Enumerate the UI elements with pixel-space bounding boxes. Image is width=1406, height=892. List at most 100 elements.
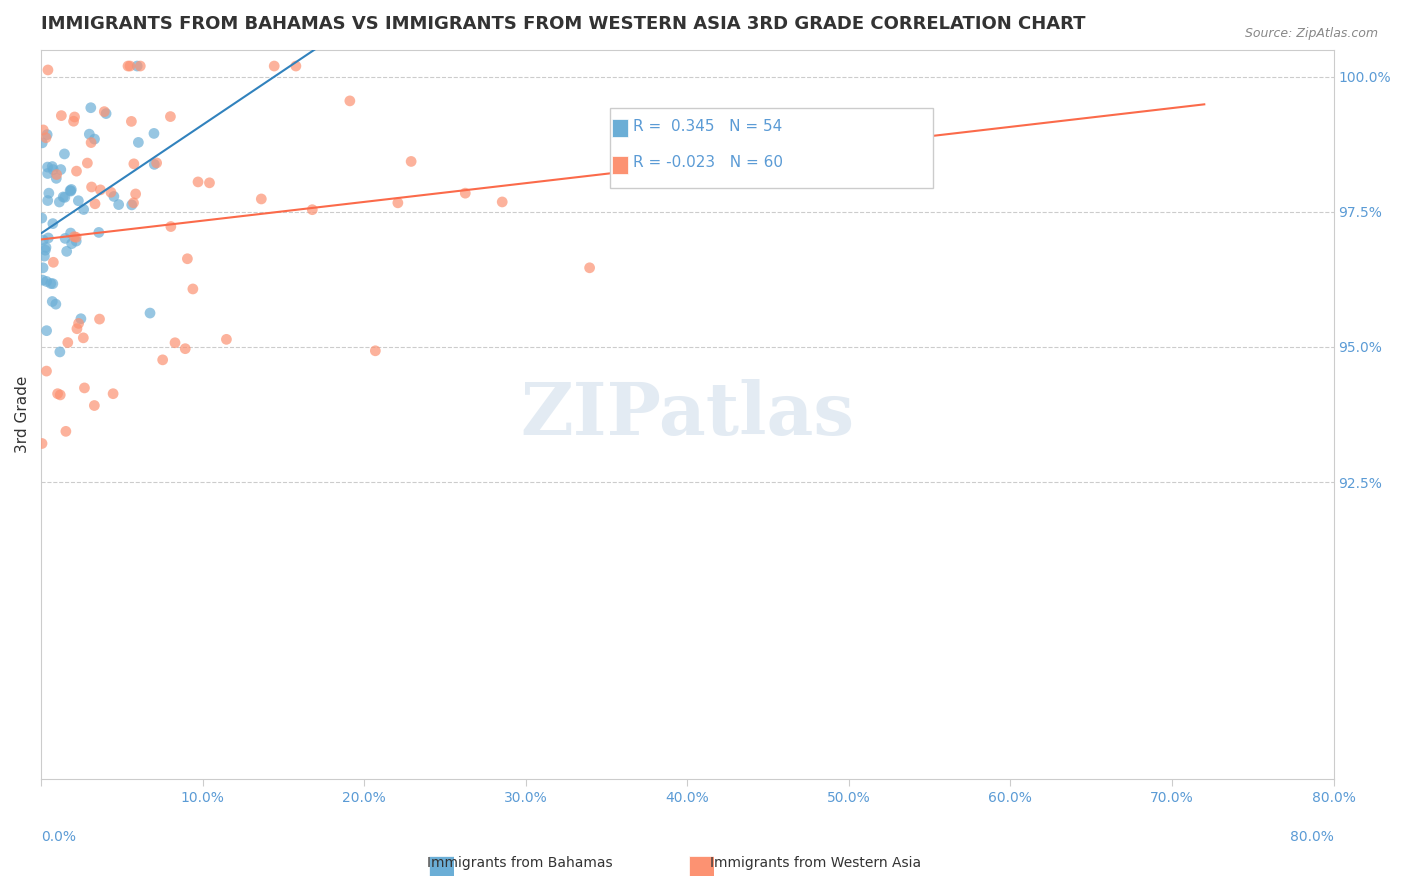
Point: [93, 104, 115, 119]
Point: [101, 386, 124, 401]
Point: [89, 312, 111, 326]
Point: [37, 166, 59, 180]
Point: [198, 176, 221, 190]
Point: [65, 164, 87, 178]
Point: [107, 197, 129, 211]
Point: [45, 168, 67, 182]
Point: [55, 425, 77, 439]
FancyBboxPatch shape: [613, 155, 628, 174]
Point: [124, 186, 146, 201]
Point: [41, 160, 63, 174]
Point: [45, 297, 67, 311]
Point: [59, 184, 82, 198]
Point: [181, 282, 204, 296]
Point: [38, 186, 60, 201]
Point: [159, 110, 181, 124]
Point: [176, 252, 198, 266]
Point: [72, 202, 94, 217]
Text: Immigrants from Western Asia: Immigrants from Western Asia: [710, 855, 921, 870]
Point: [51, 109, 73, 123]
Point: [454, 186, 477, 201]
Point: [163, 335, 186, 350]
Text: R = -0.023   N = 60: R = -0.023 N = 60: [633, 155, 783, 170]
Point: [35, 364, 58, 378]
Point: [339, 94, 361, 108]
Point: [34, 249, 56, 263]
Point: [145, 156, 167, 170]
Point: [139, 306, 162, 320]
Point: [129, 59, 152, 73]
Point: [53, 147, 76, 161]
Point: [399, 154, 422, 169]
Point: [39, 277, 62, 291]
FancyBboxPatch shape: [610, 108, 932, 188]
Point: [53, 231, 76, 245]
Point: [65, 234, 87, 248]
Point: [94, 106, 117, 120]
Point: [215, 332, 238, 346]
Point: [49, 345, 72, 359]
Point: [35, 130, 58, 145]
Point: [89, 183, 111, 197]
FancyBboxPatch shape: [613, 120, 628, 137]
Point: [118, 59, 141, 73]
Point: [59, 226, 82, 240]
Point: [67, 194, 90, 208]
Point: [65, 230, 87, 244]
Text: ZIPatlas: ZIPatlas: [520, 379, 855, 450]
Point: [491, 194, 513, 209]
Point: [31, 211, 53, 225]
Point: [80, 101, 103, 115]
Point: [72, 331, 94, 345]
Point: [127, 59, 149, 73]
Point: [60, 236, 83, 251]
Point: [56, 335, 79, 350]
Point: [31, 436, 53, 450]
Point: [100, 186, 122, 200]
Point: [80, 136, 103, 150]
Point: [152, 352, 174, 367]
Point: [87, 226, 110, 240]
Point: [37, 160, 59, 174]
Point: [41, 294, 63, 309]
Point: [364, 343, 387, 358]
Point: [187, 175, 209, 189]
Point: [143, 127, 166, 141]
Point: [63, 229, 86, 244]
Point: [46, 386, 69, 401]
Point: [32, 260, 55, 275]
Point: [73, 381, 96, 395]
Point: [301, 202, 323, 217]
Point: [122, 195, 145, 210]
Point: [67, 317, 90, 331]
Point: [60, 182, 83, 196]
Point: [49, 388, 72, 402]
Point: [53, 190, 76, 204]
Point: [35, 240, 58, 254]
Point: [83, 399, 105, 413]
Point: [49, 162, 72, 177]
Point: [578, 260, 600, 275]
Point: [284, 59, 307, 73]
Point: [37, 194, 59, 208]
Point: [76, 156, 98, 170]
Text: IMMIGRANTS FROM BAHAMAS VS IMMIGRANTS FROM WESTERN ASIA 3RD GRADE CORRELATION CH: IMMIGRANTS FROM BAHAMAS VS IMMIGRANTS FR…: [41, 15, 1085, 33]
Point: [55, 244, 77, 259]
Point: [83, 132, 105, 146]
Point: [66, 322, 89, 336]
Text: R =  0.345   N = 54: R = 0.345 N = 54: [633, 119, 782, 134]
Point: [45, 171, 67, 186]
Point: [42, 217, 65, 231]
Point: [59, 184, 82, 198]
Point: [48, 194, 70, 209]
Point: [121, 198, 143, 212]
Point: [42, 277, 65, 291]
Text: 80.0%: 80.0%: [1289, 830, 1333, 845]
Point: [62, 114, 84, 128]
Point: [387, 195, 409, 210]
Point: [160, 219, 183, 234]
Point: [103, 189, 125, 203]
Point: [35, 275, 58, 289]
Point: [35, 324, 58, 338]
Point: [32, 123, 55, 137]
